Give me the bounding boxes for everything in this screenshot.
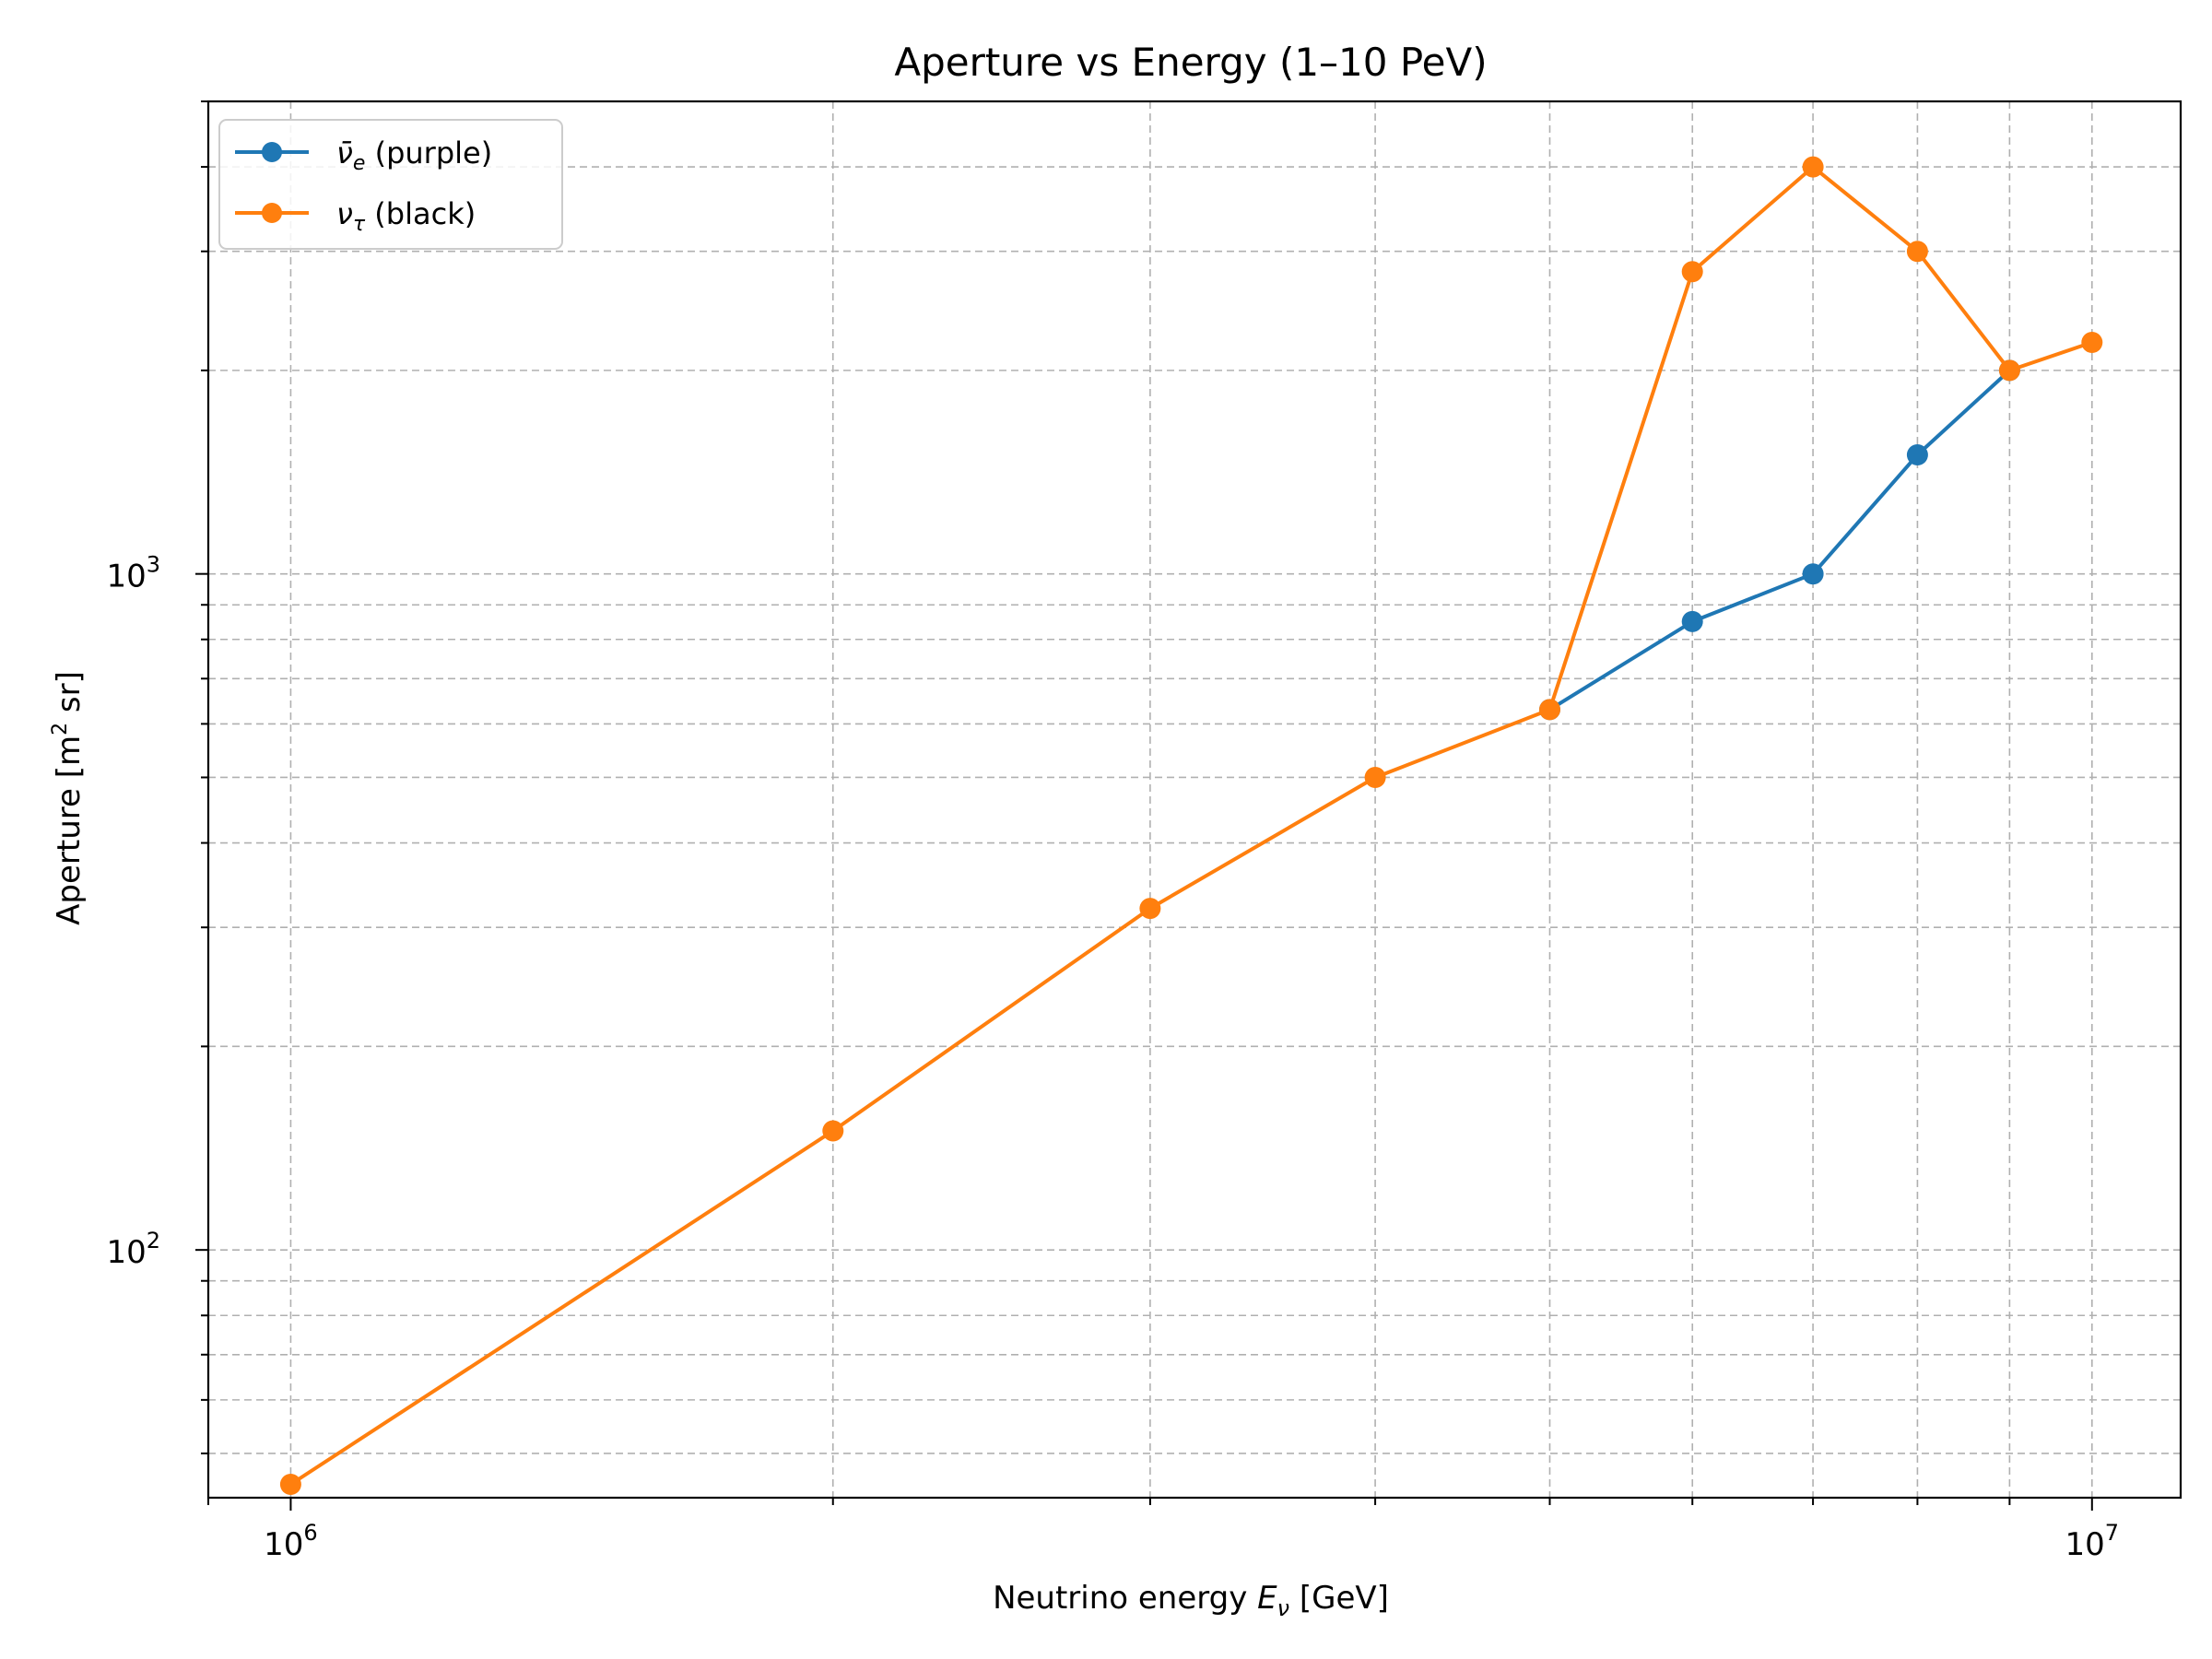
- series-lines: [279, 156, 2103, 1495]
- data-point: [1906, 444, 1928, 465]
- data-point: [1906, 241, 1928, 263]
- data-point: [1998, 359, 2020, 382]
- legend-marker-nu-tau: [262, 203, 282, 223]
- x-tick-label: 106: [264, 1520, 318, 1563]
- grid: [207, 100, 2181, 1498]
- data-point: [1539, 699, 1560, 721]
- data-point: [822, 1120, 844, 1142]
- data-point: [1802, 156, 1824, 178]
- x-tick-label: 107: [2065, 1520, 2120, 1563]
- data-point: [1364, 767, 1386, 788]
- legend-marker-nu-e-bar: [262, 142, 282, 162]
- series-line: [289, 165, 2093, 1487]
- axis-ticks: 106 107 102 103: [106, 100, 2120, 1563]
- data-point: [1139, 898, 1161, 920]
- legend-label-nu-e-bar: ν̄e (purple): [336, 135, 492, 175]
- data-point: [1681, 610, 1703, 632]
- series-1: [279, 156, 2103, 1495]
- y-axis-label: Aperture [m2 sr]: [49, 671, 88, 925]
- x-axis-label: Neutrino energy Eν [GeV]: [993, 1580, 1389, 1621]
- data-point: [1681, 261, 1703, 283]
- plot-frame: [206, 100, 2183, 1500]
- y-tick-label: 103: [106, 552, 160, 595]
- legend-label-nu-tau: ντ (black): [336, 196, 476, 236]
- y-tick-label: 102: [106, 1228, 160, 1271]
- legend: ν̄e (purple) ντ (black): [218, 119, 563, 250]
- data-point: [279, 1474, 301, 1495]
- data-point: [1802, 563, 1824, 585]
- chart-title: Aperture vs Energy (1–10 PeV): [894, 40, 1487, 85]
- data-point: [2081, 332, 2103, 353]
